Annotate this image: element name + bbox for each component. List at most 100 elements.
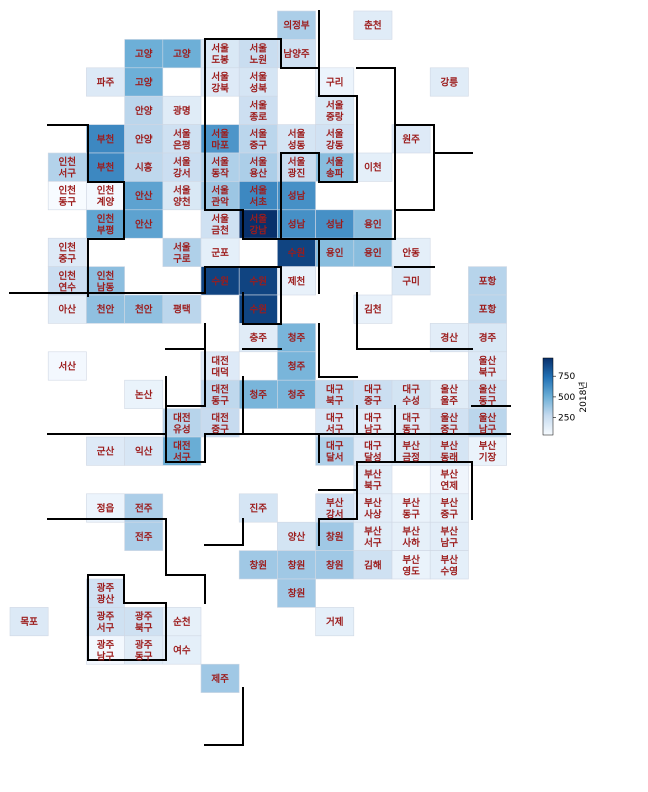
cell-label: 서울 [288, 128, 306, 140]
cell-label: 달성 [364, 452, 381, 464]
cell-label: 구리 [326, 77, 343, 89]
heatmap-cell [315, 379, 355, 409]
heatmap-cell [391, 379, 431, 409]
colorbar-tick-label: 750 [558, 372, 575, 382]
cell-label: 대구 [402, 383, 420, 395]
cell-label: 대구 [326, 440, 344, 452]
cell-label: 강북 [211, 83, 229, 95]
heatmap-cell [429, 323, 469, 353]
heatmap-cell [124, 379, 164, 409]
cell-label: 부산 [364, 497, 382, 509]
cell-label: 중구 [211, 424, 229, 435]
heatmap-cell [124, 152, 164, 182]
cell-label: 제천 [288, 275, 305, 287]
heatmap-cell [315, 550, 355, 580]
border-line [204, 323, 358, 378]
heatmap-cell [124, 209, 164, 239]
cell-label: 서울 [211, 43, 229, 55]
cell-label: 강동 [326, 139, 344, 151]
cell-label: 전주 [135, 531, 153, 543]
border-line [318, 238, 435, 294]
heatmap-cell [429, 521, 469, 551]
cell-label: 서울 [211, 156, 229, 168]
cell-label: 북구 [326, 396, 344, 407]
cell-label: 수원 [250, 304, 267, 316]
colorbar-tick-label: 250 [558, 414, 575, 424]
cell-label: 중구 [441, 424, 459, 435]
cell-label: 대구 [326, 412, 344, 424]
heatmap-cell [86, 436, 125, 466]
cell-label: 성동 [288, 139, 306, 151]
cell-label: 부산 [441, 525, 459, 537]
cell-label: 고양 [135, 48, 153, 60]
cell-label: 광주 [135, 639, 153, 651]
heatmap-cell [468, 436, 507, 466]
heatmap-cell [47, 237, 87, 267]
cell-label: 사하 [402, 537, 420, 549]
cell-label: 동구 [402, 424, 420, 435]
heatmap-cell [162, 607, 202, 637]
cell-label: 양산 [288, 531, 306, 543]
cell-label: 서울 [211, 128, 229, 140]
heatmap-cell [391, 266, 431, 296]
cell-label: 인천 [97, 186, 114, 197]
cell-label: 사상 [364, 509, 382, 521]
cell-label: 부산 [441, 440, 459, 452]
heatmap-cell [86, 67, 125, 97]
heatmap-cell [277, 351, 316, 381]
cell-label: 남양주 [283, 48, 309, 60]
cell-label: 서구 [326, 423, 344, 435]
heatmap-cell [200, 663, 240, 693]
heatmap-cell [238, 323, 278, 353]
cell-label: 수원 [288, 247, 305, 259]
cell-label: 송파 [326, 168, 344, 180]
heatmap-cell [124, 436, 164, 466]
heatmap-cell [238, 181, 278, 211]
heatmap-cell [162, 436, 202, 466]
cell-label: 동구 [211, 396, 229, 407]
cell-label: 부산 [364, 469, 382, 481]
cell-label: 울산 [441, 412, 459, 424]
cell-label: 충주 [250, 332, 268, 344]
cell-label: 연수 [59, 282, 77, 293]
cell-label: 청주 [288, 361, 306, 373]
cell-label: 포항 [479, 275, 497, 287]
cell-label: 부산 [364, 525, 382, 537]
cell-label: 수영 [441, 565, 458, 577]
colorbar-tick-label: 500 [558, 393, 575, 403]
cell-label: 남구 [97, 651, 115, 663]
heatmap-cell [429, 465, 469, 495]
cell-label: 수성 [402, 395, 419, 407]
border-line [47, 124, 125, 297]
cell-label: 서울 [173, 185, 191, 197]
heatmap-cell [391, 521, 431, 551]
heatmap-cell [86, 493, 125, 523]
heatmap-cell [429, 67, 469, 97]
heatmap-cell [391, 124, 431, 154]
cell-label: 대전 [173, 412, 190, 424]
cell-label: 서울 [326, 156, 344, 168]
cell-label: 부산 [441, 554, 459, 566]
cell-label: 관악 [211, 196, 229, 208]
border-line [394, 405, 473, 520]
cell-label: 은평 [173, 139, 190, 151]
heatmap-cell [238, 294, 278, 324]
heatmap-cell [277, 521, 316, 551]
cell-label: 성남 [288, 190, 306, 202]
cell-label: 제주 [211, 673, 229, 685]
border-line [204, 687, 244, 746]
cell-label: 영도 [402, 565, 420, 577]
heatmap-cell [353, 436, 393, 466]
cell-label: 포항 [479, 304, 497, 316]
cell-label: 서울 [250, 185, 268, 197]
heatmap-cell [124, 493, 164, 523]
heatmap-cell [315, 408, 355, 438]
cell-label: 강릉 [441, 77, 459, 89]
cell-label: 의정부 [283, 20, 309, 32]
border-line [280, 10, 435, 240]
heatmap-cell [353, 294, 393, 324]
cell-label: 천안 [97, 304, 115, 316]
cell-label: 도봉 [211, 55, 229, 66]
cell-label: 북구 [479, 368, 497, 379]
cell-label: 울주 [441, 395, 459, 407]
